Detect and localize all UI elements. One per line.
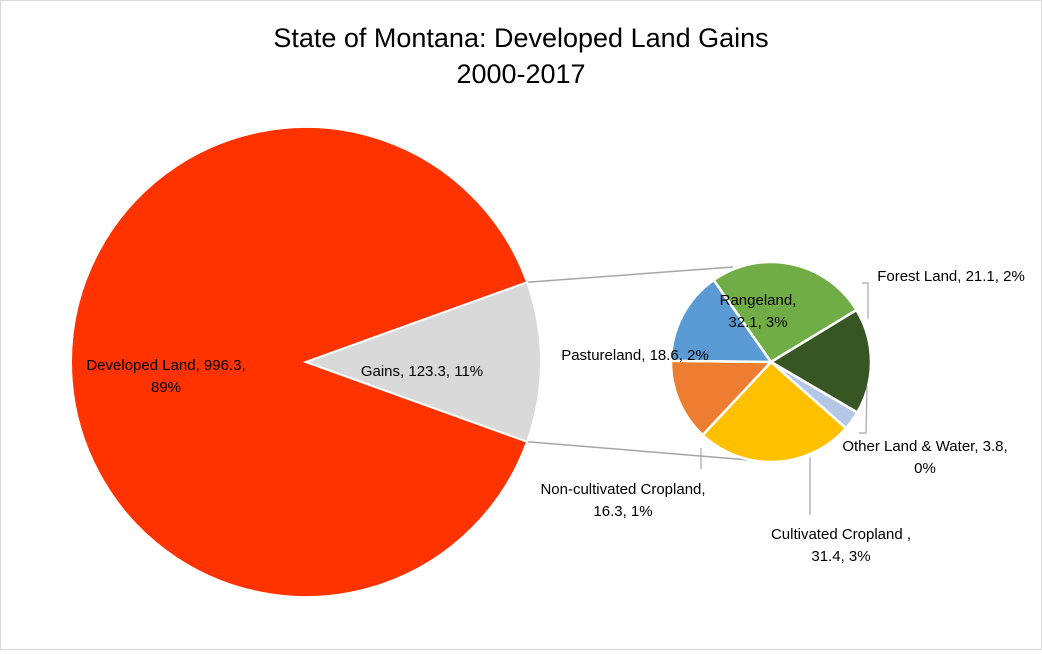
main-pie — [70, 126, 542, 598]
data-label-forest-land: Forest Land, 21.1, 2% — [877, 268, 1025, 285]
slice-forest-land — [768, 308, 873, 415]
slice-pastureland — [669, 278, 774, 364]
connector-lines — [527, 266, 750, 461]
slice-developed-land — [70, 126, 529, 598]
slice-non-cultivated-cropland — [669, 359, 774, 437]
slice-gains — [303, 281, 542, 443]
leader-line-other-land-and-water — [859, 385, 868, 434]
data-labels: Developed Land, 996.3, 89% Gains, 123.3, 1… — [86, 268, 1024, 565]
secondary-pie — [669, 260, 873, 464]
chart-title-line-2: 2000-2017 — [456, 59, 585, 89]
connector-line-top — [527, 266, 734, 284]
leader-line-forest-land — [862, 282, 869, 319]
data-label-gains: Gains, 123.3, 11% — [361, 363, 483, 380]
data-label-rangeland: Rangeland, 32.1, 3% — [720, 292, 797, 331]
slice-rangeland — [711, 260, 859, 364]
chart-title-line-1: State of Montana: Developed Land Gains — [273, 23, 768, 53]
leader-lines — [700, 282, 869, 515]
data-label-pastureland: Pastureland, 18.6, 2% — [561, 347, 709, 364]
connector-line-bottom — [527, 440, 750, 461]
data-label-non-cultivated-cropland: Non-cultivated Cropland, 16.3, 1% — [540, 481, 705, 520]
slice-cultivated-cropland — [700, 360, 848, 464]
data-label-cultivated-cropland: Cultivated Cropland , 31.4, 3% — [771, 526, 911, 565]
data-label-developed-land: Developed Land, 996.3, 89% — [86, 357, 245, 396]
data-label-other-land-and-water: Other Land & Water, 3.8, 0% — [842, 438, 1007, 477]
